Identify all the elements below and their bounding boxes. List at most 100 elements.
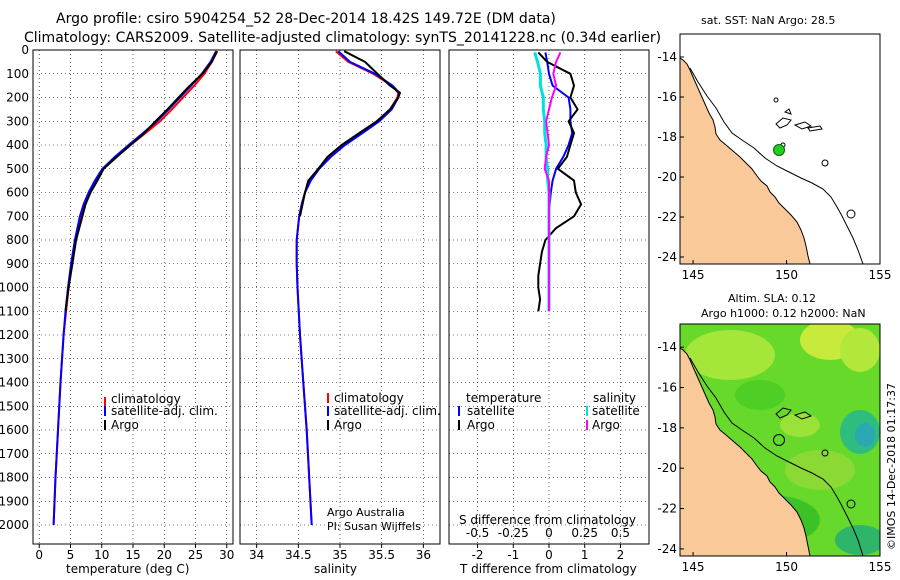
sst-map-shelf-contour [689,67,864,265]
series-line-temperature-argo [537,51,583,312]
x-tick-label: 34.5 [285,548,312,562]
sst-map-land [679,57,811,265]
x-tick-label: 35.5 [368,548,395,562]
x-tick-label: 30 [219,548,234,562]
sst-map-reefs [773,97,856,219]
reef-outline [821,159,829,167]
legend-argo-label: Argo [334,418,362,432]
y-tick-label: 900 [6,257,29,271]
argo-float-location-marker [773,144,785,156]
reef-outline [793,411,813,420]
y-tick-label: 1200 [0,328,29,342]
series-line-climatology [52,50,219,526]
y-tick-label: 100 [6,67,29,81]
y-tick-label: 1900 [0,494,29,508]
temperature-panel: 0100200300400500600700800900100011001200… [0,43,234,576]
map-y-tick-label: -24 [657,250,677,264]
map-y-tick-label: -14 [657,50,677,64]
temperature-axes-frame [32,49,234,545]
sla-map-reefs [775,407,856,509]
y-tick-label: 200 [6,91,29,105]
top-tick-label: -0.25 [498,526,529,540]
sla-map-land [680,347,811,556]
sla-anomaly [855,423,875,447]
sla-anomaly [835,525,880,555]
x-tick-label: 36 [416,548,431,562]
y-tick-label: 1700 [0,447,29,461]
temperature-xlabel: temperature (deg C) [66,562,189,576]
series-line-salinity-argo [543,51,562,312]
x-tick-label: 10 [94,548,109,562]
sst-map-frame [679,33,881,265]
legend-argo-label: Argo [111,418,139,432]
sla-anomaly [780,413,820,437]
map-y-tick-label: -16 [657,90,677,104]
series-line-salinity-satellite [533,51,551,312]
x-tick-label: 2 [617,548,625,562]
difference-xlabel: T difference from climatology [459,562,637,576]
map-x-tick-label: 145 [682,268,705,282]
y-tick-label: 0 [21,43,29,57]
legend-climatology-label: climatology [111,392,181,406]
sla-map: Altim. SLA: 0.12 Argo h1000: 0.12 h2000:… [657,292,891,574]
x-tick-label: 15 [125,548,140,562]
sla-map-title-line-1: Altim. SLA: 0.12 [728,292,816,305]
y-tick-label: 1300 [0,352,29,366]
salinity-annotation-line-2: PI: Susan Wijffels [327,520,421,533]
top-tick-label: -0.5 [466,526,489,540]
legend-satellite-label: satellite-adj. clim. [111,404,218,418]
salinity-axes-frame [239,49,441,545]
temperature-legend: climatology satellite-adj. clim. Argo [104,392,218,432]
y-tick-label: 2000 [0,518,29,532]
map-y-tick-label: -20 [657,170,677,184]
legend-salinity-title: salinity [593,391,636,405]
x-tick-label: 5 [67,548,75,562]
difference-xlabel-top: S difference from climatology [459,513,636,527]
legend-s-argo-label: Argo [592,418,620,432]
salinity-legend: climatology satellite-adj. clim. Argo [327,391,441,432]
map-y-tick-label: -14 [657,340,677,354]
y-tick-label: 500 [6,162,29,176]
legend-temperature-title: temperature [466,391,541,405]
reef-outline [821,449,829,457]
reef-outline [807,125,823,132]
map-y-tick-label: -18 [657,130,677,144]
salinity-panel: 34 34.5 35 35.5 36 climatology satellite-adj… [239,49,441,576]
series-line-climatology [295,50,400,526]
top-tick-label: 0.25 [571,526,598,540]
x-tick-label: 35 [332,548,347,562]
x-tick-label: 0 [35,548,43,562]
top-tick-label: 0 [545,526,553,540]
y-tick-label: 1000 [0,281,29,295]
y-tick-label: 1100 [0,304,29,318]
salinity-annotation-line-1: Argo Australia [327,506,405,519]
legend-climatology-label: climatology [334,391,404,405]
map-x-tick-label: 145 [682,560,705,574]
map-x-tick-label: 150 [775,560,798,574]
series-line-argo [64,50,218,312]
reef-outline [773,97,779,103]
x-tick-label: 20 [157,548,172,562]
legend-t-argo-label: Argo [467,418,495,432]
map-y-tick-label: -18 [657,421,677,435]
sla-anomaly [735,380,785,410]
reef-outline [783,108,792,115]
map-x-tick-label: 155 [869,268,892,282]
map-y-tick-label: -16 [657,381,677,395]
x-tick-label: 0 [545,548,553,562]
y-tick-label: 400 [6,138,29,152]
legend-satellite-label: satellite-adj. clim. [334,404,441,418]
reef-outline [846,499,856,509]
series-line-argo [299,50,401,217]
y-tick-label: 1600 [0,423,29,437]
x-tick-label: -2 [472,548,484,562]
x-tick-label: -1 [507,548,519,562]
difference-panel: -2 -1 0 1 2 -0.5 -0.25 0 0.25 0.5 temperature sal… [448,49,650,576]
legend-s-satellite-label: satellite [592,404,640,418]
y-tick-label: 300 [6,114,29,128]
reef-outline [775,117,792,129]
y-tick-label: 1400 [0,376,29,390]
sla-anomaly [785,450,855,490]
reef-outline [846,209,856,219]
